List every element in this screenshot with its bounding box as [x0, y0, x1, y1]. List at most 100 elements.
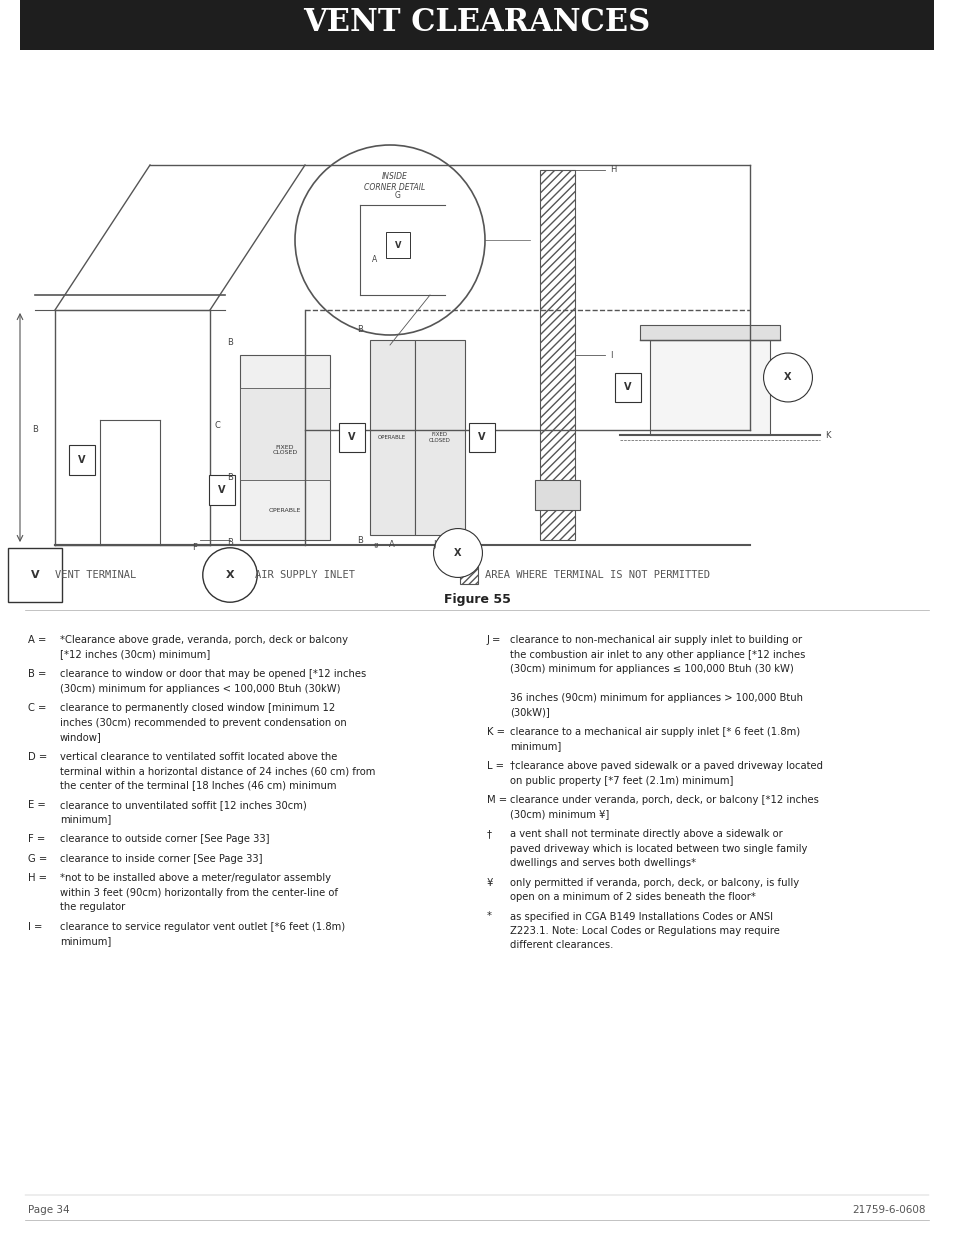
- Text: minimum]: minimum]: [60, 815, 112, 825]
- Text: †: †: [486, 829, 492, 839]
- Text: H =: H =: [28, 873, 47, 883]
- Text: [*12 inches (30cm) minimum]: [*12 inches (30cm) minimum]: [60, 650, 210, 659]
- Text: J: J: [434, 540, 436, 550]
- Text: (30cm) minimum ¥]: (30cm) minimum ¥]: [510, 809, 609, 820]
- Text: ¥: ¥: [486, 878, 493, 888]
- Text: AREA WHERE TERMINAL IS NOT PERMITTED: AREA WHERE TERMINAL IS NOT PERMITTED: [484, 571, 709, 580]
- Text: clearance to window or door that may be opened [*12 inches: clearance to window or door that may be …: [60, 669, 366, 679]
- Text: B: B: [227, 473, 233, 482]
- Text: only permitted if veranda, porch, deck, or balcony, is fully: only permitted if veranda, porch, deck, …: [510, 878, 799, 888]
- Text: Z223.1. Note: Local Codes or Regulations may require: Z223.1. Note: Local Codes or Regulations…: [510, 926, 779, 936]
- Text: G: G: [395, 191, 400, 200]
- Text: g: g: [374, 542, 378, 548]
- Text: as specified in CGA B149 Installations Codes or ANSI: as specified in CGA B149 Installations C…: [510, 911, 772, 921]
- Bar: [370, 340, 415, 535]
- Text: V: V: [218, 485, 226, 495]
- Text: Page 34: Page 34: [28, 1205, 70, 1215]
- Text: X: X: [783, 373, 791, 383]
- Text: (30cm) minimum for appliances < 100,000 Btuh (30kW): (30cm) minimum for appliances < 100,000 …: [60, 683, 340, 694]
- Text: *Clearance above grade, veranda, porch, deck or balcony: *Clearance above grade, veranda, porch, …: [60, 635, 348, 645]
- Text: minimum]: minimum]: [60, 936, 112, 946]
- Text: B: B: [356, 325, 362, 333]
- Text: clearance to unventilated soffit [12 inches 30cm): clearance to unventilated soffit [12 inc…: [60, 800, 307, 810]
- Text: the combustion air inlet to any other appliance [*12 inches: the combustion air inlet to any other ap…: [510, 650, 804, 659]
- Text: V: V: [30, 571, 39, 580]
- Text: OPERABLE: OPERABLE: [377, 435, 406, 440]
- Text: FIXED
CLOSED: FIXED CLOSED: [273, 445, 297, 456]
- Text: B: B: [227, 338, 233, 347]
- Text: window]: window]: [60, 732, 102, 742]
- Text: A =: A =: [28, 635, 47, 645]
- Text: dwellings and serves both dwellings*: dwellings and serves both dwellings*: [510, 858, 696, 868]
- Text: a vent shall not terminate directly above a sidewalk or: a vent shall not terminate directly abov…: [510, 829, 781, 839]
- Text: H: H: [609, 165, 616, 174]
- Text: A: A: [372, 254, 376, 264]
- Text: the regulator: the regulator: [60, 902, 125, 911]
- Text: F: F: [193, 543, 197, 552]
- Text: B: B: [32, 426, 38, 435]
- Text: V: V: [477, 432, 485, 442]
- Text: clearance to service regulator vent outlet [*6 feet (1.8m): clearance to service regulator vent outl…: [60, 921, 345, 931]
- Text: 21759-6-0608: 21759-6-0608: [852, 1205, 925, 1215]
- Text: within 3 feet (90cm) horizontally from the center-line of: within 3 feet (90cm) horizontally from t…: [60, 888, 337, 898]
- Bar: [639, 325, 780, 340]
- Text: paved driveway which is located between two single family: paved driveway which is located between …: [510, 844, 806, 853]
- Text: FIXED
CLOSED: FIXED CLOSED: [429, 432, 451, 443]
- Text: AIR SUPPLY INLET: AIR SUPPLY INLET: [254, 571, 355, 580]
- Bar: [535, 480, 579, 510]
- Bar: [240, 388, 330, 480]
- Text: VENT TERMINAL: VENT TERMINAL: [55, 571, 136, 580]
- Text: *not to be installed above a meter/regulator assembly: *not to be installed above a meter/regul…: [60, 873, 331, 883]
- Text: OPERABLE: OPERABLE: [269, 508, 301, 513]
- Text: minimum]: minimum]: [510, 741, 560, 752]
- Text: on public property [*7 feet (2.1m) minimum]: on public property [*7 feet (2.1m) minim…: [510, 776, 733, 785]
- Bar: [459, 566, 477, 584]
- Text: different clearances.: different clearances.: [510, 941, 613, 951]
- Text: M =: M =: [486, 795, 507, 805]
- Text: I =: I =: [28, 921, 42, 931]
- Text: B: B: [356, 431, 362, 440]
- Text: †clearance above paved sidewalk or a paved driveway located: †clearance above paved sidewalk or a pav…: [510, 761, 822, 771]
- Bar: [415, 340, 464, 535]
- Text: X: X: [454, 548, 461, 558]
- Text: D =: D =: [28, 752, 48, 762]
- Text: VENT CLEARANCES: VENT CLEARANCES: [303, 7, 650, 38]
- Text: B =: B =: [28, 669, 47, 679]
- Text: inches (30cm) recommended to prevent condensation on: inches (30cm) recommended to prevent con…: [60, 718, 346, 727]
- Text: E =: E =: [28, 800, 46, 810]
- Text: terminal within a horizontal distance of 24 inches (60 cm) from: terminal within a horizontal distance of…: [60, 766, 375, 776]
- Text: C: C: [214, 420, 221, 430]
- Text: V: V: [348, 432, 355, 442]
- Text: A: A: [389, 540, 395, 550]
- Text: clearance to outside corner [See Page 33]: clearance to outside corner [See Page 33…: [60, 834, 269, 844]
- Text: the center of the terminal [18 Inches (46 cm) minimum: the center of the terminal [18 Inches (4…: [60, 781, 336, 790]
- Text: I: I: [609, 351, 612, 359]
- FancyBboxPatch shape: [20, 0, 933, 49]
- Text: open on a minimum of 2 sides beneath the floor*: open on a minimum of 2 sides beneath the…: [510, 892, 755, 902]
- Text: V: V: [78, 454, 86, 466]
- Text: B: B: [356, 536, 362, 545]
- Text: B: B: [227, 538, 233, 547]
- Text: INSIDE
CORNER DETAIL: INSIDE CORNER DETAIL: [364, 172, 425, 193]
- Text: clearance to non-mechanical air supply inlet to building or: clearance to non-mechanical air supply i…: [510, 635, 801, 645]
- Text: Figure 55: Figure 55: [443, 594, 510, 606]
- Text: J =: J =: [486, 635, 501, 645]
- Bar: [539, 170, 575, 540]
- Bar: [240, 354, 330, 540]
- Text: vertical clearance to ventilated soffit located above the: vertical clearance to ventilated soffit …: [60, 752, 337, 762]
- Text: clearance to a mechanical air supply inlet [* 6 feet (1.8m): clearance to a mechanical air supply inl…: [510, 727, 800, 737]
- Text: V: V: [623, 383, 631, 393]
- Text: (30cm) minimum for appliances ≤ 100,000 Btuh (30 kW): (30cm) minimum for appliances ≤ 100,000 …: [510, 664, 793, 674]
- Text: V: V: [395, 241, 401, 249]
- Text: *: *: [486, 911, 492, 921]
- Text: C =: C =: [28, 703, 47, 713]
- Text: 36 inches (90cm) minimum for appliances > 100,000 Btuh: 36 inches (90cm) minimum for appliances …: [510, 693, 802, 703]
- Text: F =: F =: [28, 834, 45, 844]
- Text: G =: G =: [28, 853, 48, 863]
- Text: K =: K =: [486, 727, 504, 737]
- Text: K: K: [824, 431, 830, 440]
- Bar: [649, 340, 769, 435]
- Text: (30kW)]: (30kW)]: [510, 708, 549, 718]
- Text: X: X: [226, 571, 234, 580]
- Text: clearance to permanently closed window [minimum 12: clearance to permanently closed window […: [60, 703, 335, 713]
